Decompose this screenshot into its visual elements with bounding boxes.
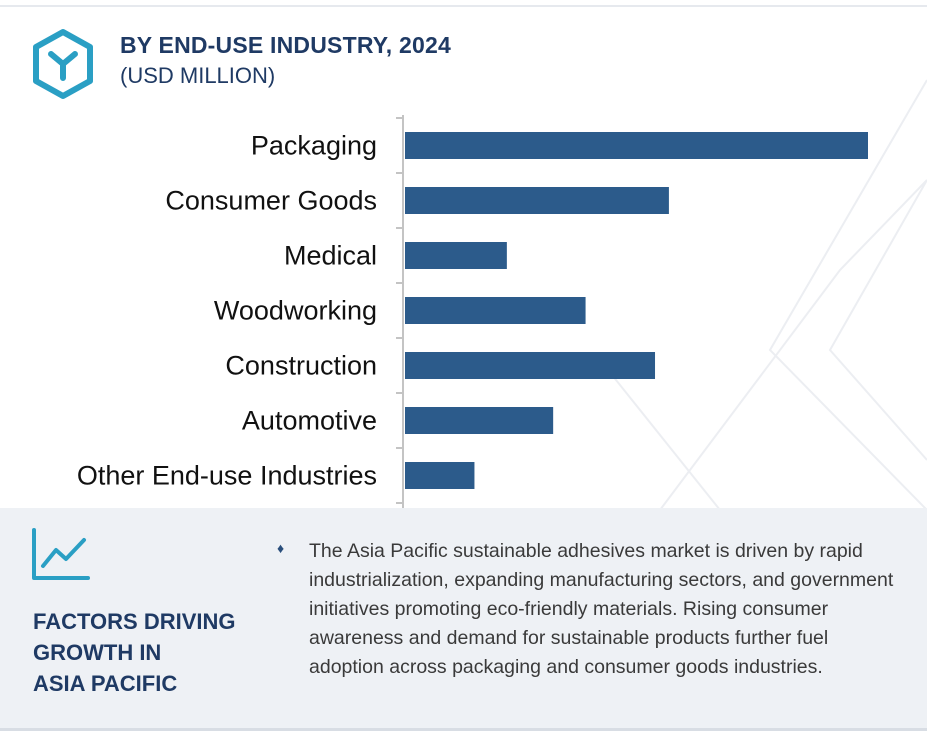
- category-label: Construction: [225, 351, 377, 381]
- bar-other-end-use-industries: [405, 462, 475, 489]
- bar-chart: Packaging Consumer Goods Medical Woodworkin…: [77, 115, 868, 508]
- bar-packaging: [405, 132, 868, 159]
- line-chart-icon: [32, 528, 90, 580]
- category-label: Other End-use Industries: [77, 461, 377, 491]
- factors-description: The Asia Pacific sustainable adhesives m…: [309, 540, 894, 678]
- bar-medical: [405, 242, 507, 269]
- chart-subtitle: (USD MILLION): [120, 63, 276, 88]
- diamond-bullet-icon: ♦: [277, 540, 285, 556]
- bar-automotive: [405, 407, 554, 434]
- cube-y-logo-icon: [33, 29, 93, 99]
- bar-construction: [405, 352, 656, 379]
- category-label: Woodworking: [214, 296, 377, 326]
- category-label: Consumer Goods: [165, 186, 377, 216]
- bottom-divider: [0, 728, 927, 731]
- factors-heading: FACTORS DRIVING GROWTH IN ASIA PACIFIC: [33, 606, 263, 699]
- background-pattern: [600, 79, 927, 510]
- factors-heading-line-3: ASIA PACIFIC: [33, 671, 178, 696]
- factors-panel: [0, 508, 927, 728]
- chart-title: BY END-USE INDUSTRY, 2024: [120, 32, 451, 58]
- category-label: Medical: [284, 241, 377, 271]
- category-label: Automotive: [242, 406, 377, 436]
- factors-heading-line-2: GROWTH IN: [33, 640, 162, 665]
- category-label: Packaging: [251, 131, 377, 161]
- factors-heading-line-1: FACTORS DRIVING: [33, 609, 236, 634]
- top-divider: [0, 5, 927, 7]
- bar-woodworking: [405, 297, 586, 324]
- bar-consumer-goods: [405, 187, 669, 214]
